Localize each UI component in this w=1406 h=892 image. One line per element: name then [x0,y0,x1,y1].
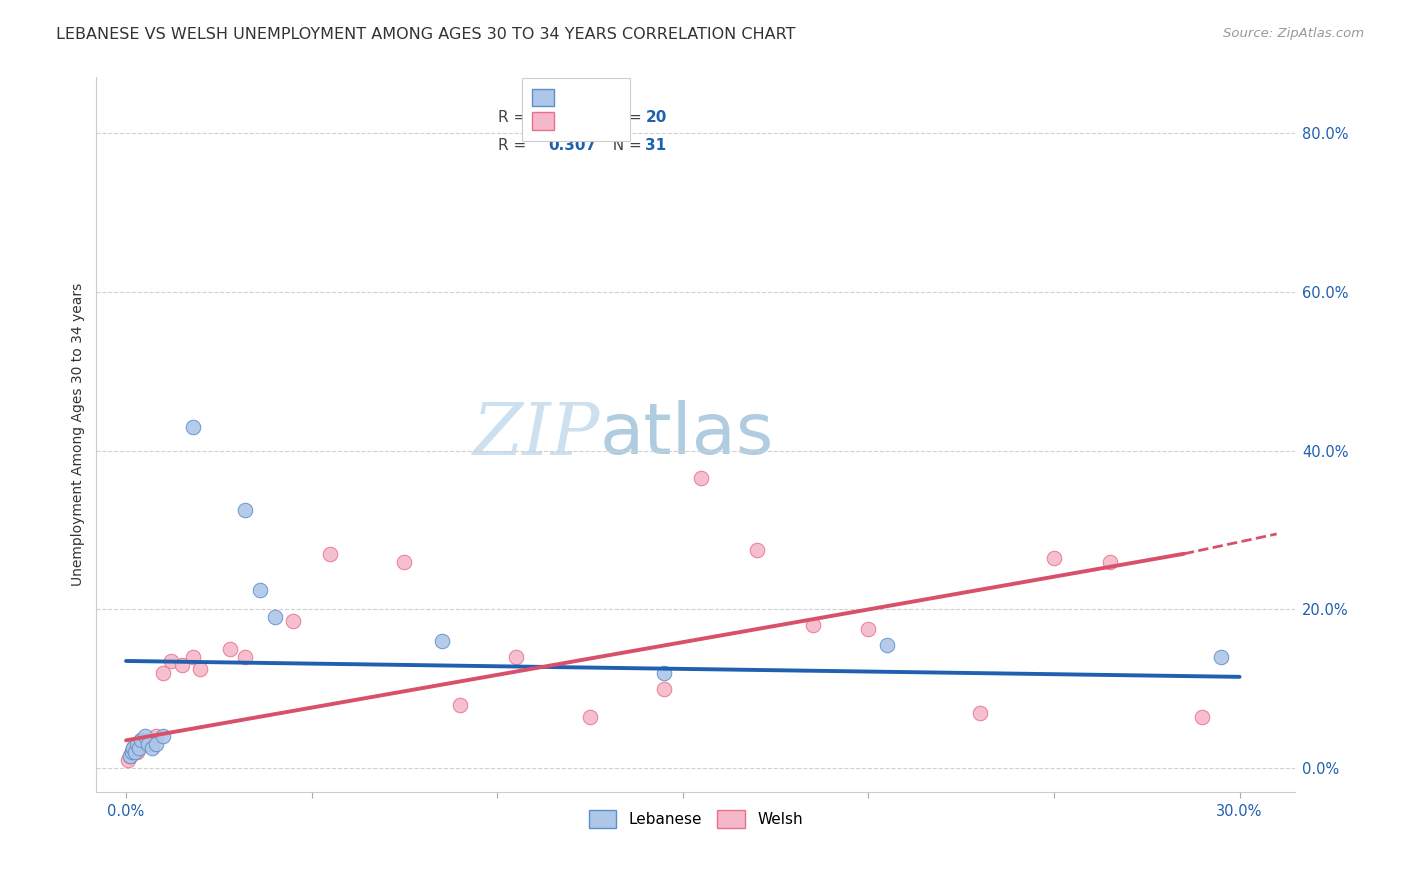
Text: R =: R = [498,138,536,153]
Text: 31: 31 [645,138,666,153]
Point [141,741,163,756]
Point [449,698,471,712]
Point [129,733,152,747]
Point [394,555,416,569]
Point [1043,550,1066,565]
Point [128,741,150,756]
Text: -0.051: -0.051 [544,110,598,125]
Point [121,745,143,759]
Point [652,665,675,680]
Point [319,547,342,561]
Text: 20: 20 [645,110,666,125]
Point [263,610,285,624]
Point [969,706,991,720]
Text: atlas: atlas [600,401,775,469]
Text: Source: ZipAtlas.com: Source: ZipAtlas.com [1223,27,1364,40]
Point [118,749,141,764]
Legend: Lebanese, Welsh: Lebanese, Welsh [582,804,808,834]
Point [1209,650,1232,665]
Point [181,650,204,665]
Point [1098,555,1121,569]
Point [430,634,453,648]
Point [188,662,211,676]
Point [118,749,141,764]
Point [122,741,145,756]
Point [505,650,527,665]
Point [124,745,146,759]
Point [134,730,156,744]
Point [181,419,204,434]
Point [136,733,159,747]
Point [152,665,174,680]
Point [233,650,256,665]
Point [801,618,824,632]
Point [136,737,159,751]
Point [117,753,139,767]
Point [219,642,242,657]
Point [159,654,181,668]
Point [249,582,271,597]
Text: R =: R = [498,110,531,125]
Point [876,638,898,652]
Point [122,741,145,756]
Point [152,730,174,744]
Point [129,733,152,747]
Point [652,681,675,696]
Point [579,709,602,723]
Point [145,730,167,744]
Point [170,657,193,672]
Text: LEBANESE VS WELSH UNEMPLOYMENT AMONG AGES 30 TO 34 YEARS CORRELATION CHART: LEBANESE VS WELSH UNEMPLOYMENT AMONG AGE… [56,27,796,42]
Y-axis label: Unemployment Among Ages 30 to 34 years: Unemployment Among Ages 30 to 34 years [72,283,86,586]
Point [690,471,713,485]
Point [145,737,167,751]
Point [121,745,143,759]
Point [281,614,304,628]
Point [127,745,149,759]
Point [858,622,880,636]
Point [745,542,768,557]
Point [127,737,149,751]
Text: N =: N = [603,138,647,153]
Point [1191,709,1213,723]
Text: N =: N = [603,110,647,125]
Point [134,737,156,751]
Text: ZIP: ZIP [472,400,600,470]
Point [233,503,256,517]
Text: 0.307: 0.307 [548,138,596,153]
